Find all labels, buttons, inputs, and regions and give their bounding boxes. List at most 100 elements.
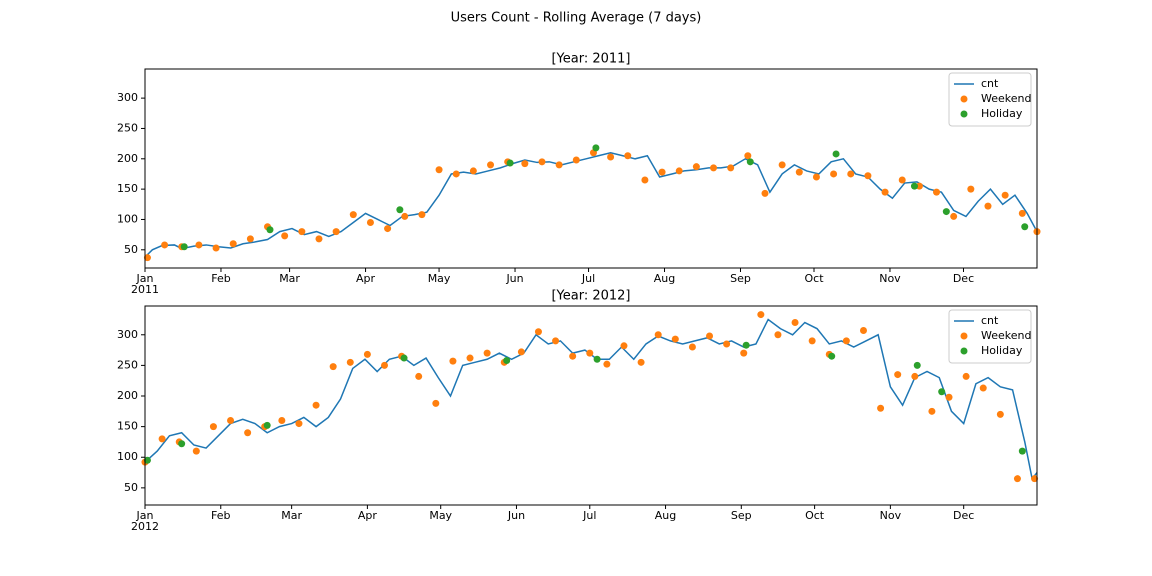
- point: [312, 401, 320, 409]
- point: [346, 358, 354, 366]
- point: [742, 341, 750, 349]
- x-tick-label: May: [428, 272, 451, 285]
- point: [658, 168, 666, 176]
- x-tick-label: Apr: [358, 509, 378, 522]
- point: [641, 176, 649, 184]
- point: [466, 354, 474, 362]
- point: [761, 189, 769, 197]
- x-tick-label: Aug: [654, 272, 675, 285]
- x-year-label: 2012: [131, 520, 159, 533]
- point: [877, 404, 885, 412]
- point: [898, 176, 906, 184]
- axes-title: [Year: 2012]: [551, 289, 630, 304]
- x-tick-label: Jun: [505, 272, 523, 285]
- x-tick-label: May: [429, 509, 452, 522]
- point: [593, 355, 601, 363]
- point: [624, 152, 632, 160]
- point: [911, 372, 919, 380]
- y-tick-label: 150: [117, 420, 138, 433]
- point: [143, 254, 151, 262]
- x-tick-label: Jul: [582, 509, 596, 522]
- point: [401, 212, 409, 220]
- point: [808, 337, 816, 345]
- x-tick-label: Sep: [730, 272, 751, 285]
- point: [432, 399, 440, 407]
- point: [503, 356, 511, 364]
- point: [212, 244, 220, 252]
- point: [161, 241, 169, 249]
- point: [586, 349, 594, 357]
- point: [521, 160, 529, 168]
- point: [812, 173, 820, 181]
- point: [329, 363, 337, 371]
- point: [244, 429, 252, 437]
- point: [791, 319, 799, 327]
- point: [942, 208, 950, 216]
- point: [295, 420, 303, 428]
- legend-label: Weekend: [981, 92, 1031, 105]
- legend-swatch: [960, 95, 968, 103]
- point: [195, 241, 203, 249]
- point: [832, 150, 840, 158]
- point: [933, 188, 941, 196]
- point: [979, 384, 987, 392]
- legend-label: Holiday: [981, 344, 1023, 357]
- legend-swatch: [960, 332, 968, 340]
- point: [449, 357, 457, 365]
- line: [144, 318, 1038, 481]
- point: [266, 226, 274, 234]
- point: [435, 166, 443, 174]
- x-tick-label: Jan: [136, 509, 154, 522]
- point: [263, 421, 271, 429]
- x-year-label: 2011: [131, 283, 159, 296]
- legend-box: [948, 72, 1032, 127]
- x-tick-label: Jun: [507, 509, 525, 522]
- point: [487, 161, 495, 169]
- point: [246, 235, 254, 243]
- point: [483, 349, 491, 357]
- legend-swatch: [960, 110, 968, 118]
- point: [881, 188, 889, 196]
- point: [178, 440, 186, 448]
- point: [552, 337, 560, 345]
- point: [506, 159, 514, 167]
- point: [384, 225, 392, 233]
- y-tick-label: 100: [117, 212, 138, 225]
- point: [278, 417, 286, 425]
- point: [746, 158, 754, 166]
- point: [281, 232, 289, 240]
- x-tick-label: Dec: [953, 509, 974, 522]
- point: [830, 170, 838, 178]
- x-tick-label: Sep: [731, 509, 752, 522]
- x-tick-label: Mar: [281, 509, 302, 522]
- point: [396, 206, 404, 214]
- x-tick-label: Jan: [136, 272, 154, 285]
- legend-swatch: [960, 347, 968, 355]
- point: [706, 332, 714, 340]
- y-tick-label: 100: [117, 450, 138, 463]
- point: [967, 185, 975, 193]
- x-tick-label: Feb: [211, 509, 230, 522]
- point: [962, 372, 970, 380]
- point: [915, 182, 923, 190]
- x-tick-label: Jul: [581, 272, 595, 285]
- point: [1031, 475, 1039, 483]
- point: [415, 372, 423, 380]
- point: [795, 168, 803, 176]
- point: [828, 352, 836, 360]
- point: [229, 240, 237, 248]
- y-tick-label: 300: [117, 91, 138, 104]
- x-tick-label: Nov: [879, 272, 901, 285]
- point: [996, 410, 1004, 418]
- point: [298, 228, 306, 236]
- point: [1018, 447, 1026, 455]
- legend-label: Weekend: [981, 329, 1031, 342]
- point: [710, 164, 718, 172]
- x-tick-label: Oct: [805, 509, 825, 522]
- x-tick-label: Feb: [211, 272, 230, 285]
- point: [158, 435, 166, 443]
- point: [349, 211, 357, 219]
- point: [744, 152, 752, 160]
- y-tick-label: 200: [117, 389, 138, 402]
